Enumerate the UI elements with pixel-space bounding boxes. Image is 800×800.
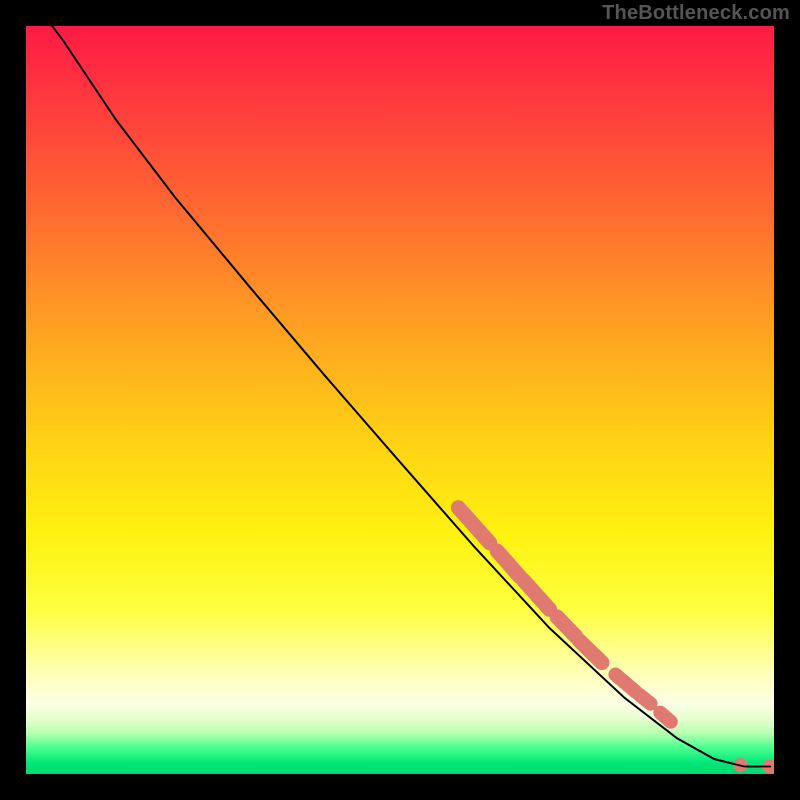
gradient-panel (26, 26, 774, 774)
plot-svg (0, 0, 800, 800)
marker-blob (660, 713, 670, 722)
marker-blob (639, 695, 650, 704)
watermark-text: TheBottleneck.com (602, 2, 790, 25)
chart-stage: TheBottleneck.com (0, 0, 800, 800)
